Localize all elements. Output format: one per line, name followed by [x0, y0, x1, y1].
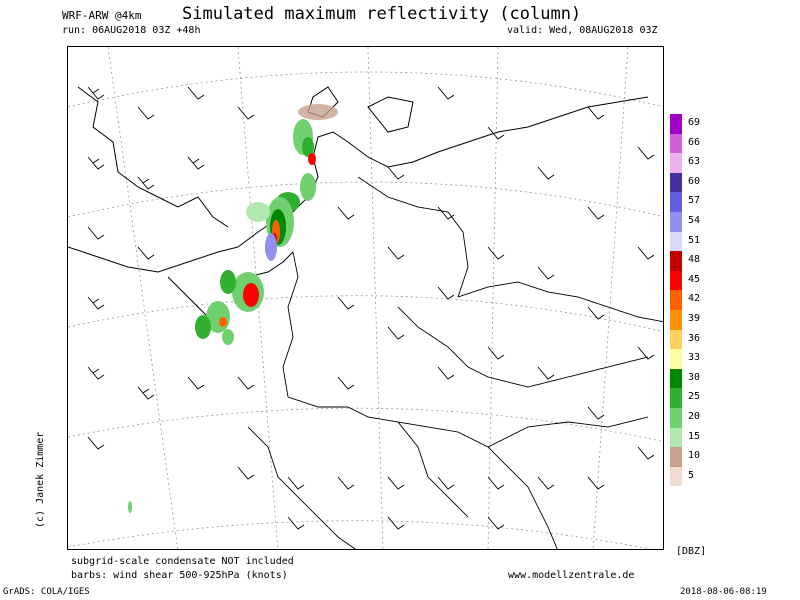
colorbar-segment [670, 368, 682, 389]
valid-time-label: valid: Wed, 08AUG2018 03Z [507, 25, 658, 36]
colorbar-segment [670, 290, 682, 310]
map-title: Simulated maximum reflectivity (column) [182, 4, 582, 24]
website-link[interactable]: www.modellzentrale.de [508, 570, 635, 581]
colorbar-level-label: 69 [688, 117, 701, 128]
footer-note-condensate: subgrid-scale condensate NOT included [71, 556, 294, 567]
colorbar-segment [670, 349, 682, 369]
colorbar-level-label: 66 [688, 136, 701, 148]
colorbar-segment [670, 153, 682, 173]
colorbar-level-label: 45 [688, 273, 701, 285]
colorbar-level-label: 51 [688, 234, 701, 246]
colorbar-level-label: 5 [688, 469, 695, 481]
colorbar-segment [670, 212, 682, 232]
colorbar-segment [670, 133, 682, 154]
footer-note-barbs: barbs: wind shear 500-925hPa (knots) [71, 570, 288, 581]
colorbar-segment [670, 466, 682, 487]
colorbar-segment [670, 251, 682, 271]
colorbar-level-label: 10 [688, 450, 701, 462]
run-label: run: 06AUG2018 03Z +48h [62, 25, 201, 36]
graticule [68, 47, 663, 549]
colorbar-level-label: 20 [688, 411, 701, 422]
colorbar-segment [670, 172, 682, 193]
colorbar-segment [670, 270, 682, 291]
colorbar-segment [670, 427, 682, 448]
colorbar-segment [670, 408, 682, 428]
colorbar-level-label: 30 [688, 371, 701, 383]
timestamp: 2018-08-06-08:19 [680, 587, 767, 597]
colorbar-level-label: 60 [688, 175, 701, 187]
reflectivity-map [67, 46, 664, 550]
map-canvas [68, 47, 663, 549]
colorbar-level-label: 54 [688, 215, 701, 226]
colorbar-level-label: 48 [688, 254, 701, 266]
colorbar-segment [670, 310, 682, 330]
model-label: WRF-ARW @4km [62, 9, 142, 22]
borders [247, 176, 663, 549]
colorbar-level-label: 42 [688, 293, 701, 305]
colorbar-level-label: 25 [688, 391, 701, 403]
colorbar-level-label: 33 [688, 352, 701, 364]
wind-barbs [87, 86, 655, 530]
colorbar-segment [670, 192, 682, 212]
colorbar-level-label: 36 [688, 332, 701, 344]
colorbar-level-label: 39 [688, 313, 701, 324]
colorbar-level-label: 15 [688, 430, 701, 442]
colorbar-segment [670, 114, 682, 134]
colorbar-segment [670, 231, 682, 252]
colorbar [670, 114, 682, 488]
copyright-credit: (c) Janek Zimmer [35, 431, 46, 528]
colorbar-segment [670, 447, 682, 467]
precipitation-cells [128, 104, 338, 513]
colorbar-unit: [DBZ] [676, 546, 707, 557]
colorbar-level-label: 63 [688, 156, 701, 168]
colorbar-segment [670, 388, 682, 408]
coastlines [68, 86, 649, 328]
software-credit: GrADS: COLA/IGES [3, 587, 90, 597]
colorbar-level-label: 57 [688, 195, 701, 207]
colorbar-segment [670, 329, 682, 350]
